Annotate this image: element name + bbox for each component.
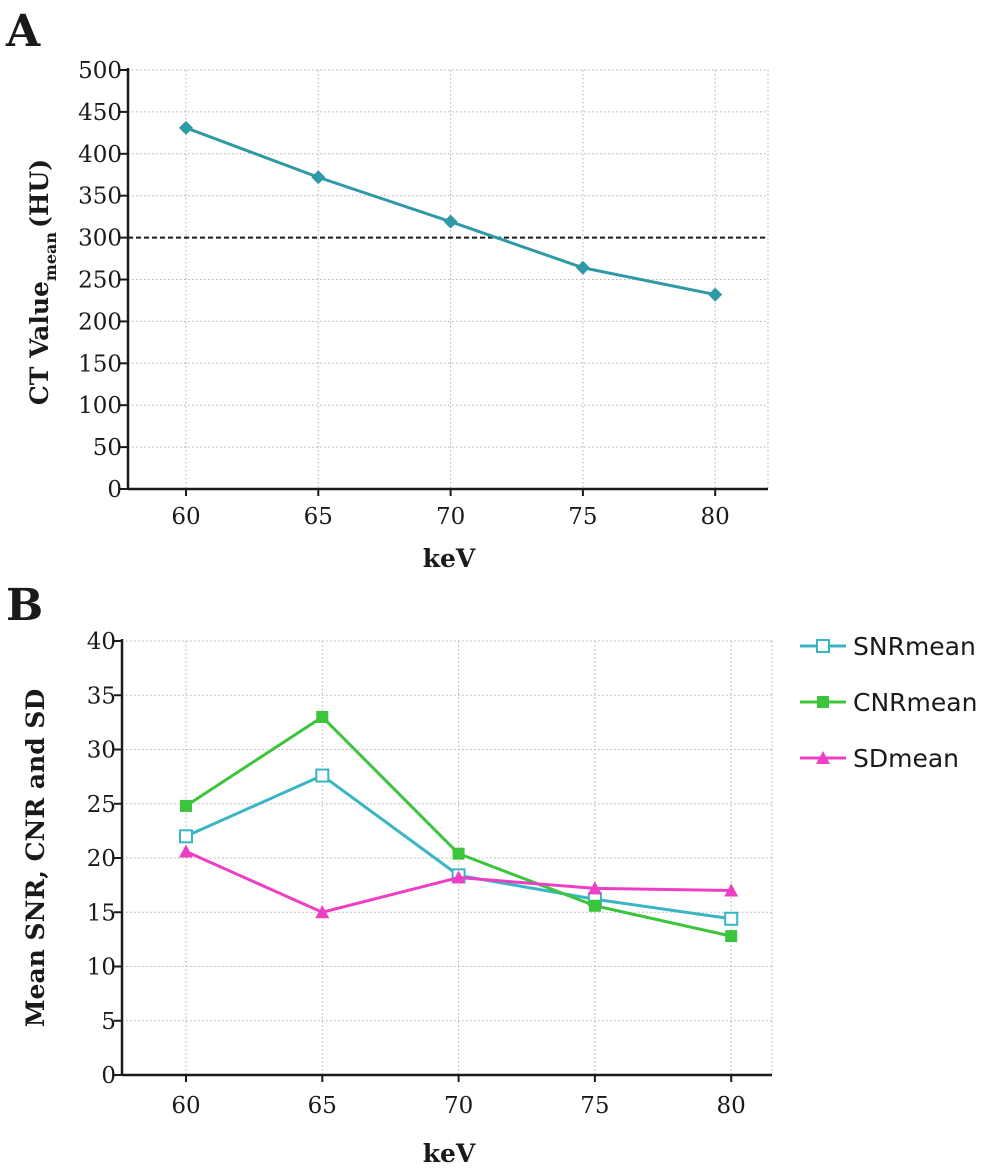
y-tick-label: 15 [87,900,116,926]
legend-item-snrmean: SNRmean [800,632,976,661]
panel-a-axes [120,68,768,496]
series-series-0 [179,120,723,302]
panel-b-axes [114,639,772,1082]
panel-a-grid [128,69,769,489]
sdmean-marker-legend [816,751,830,764]
panel-b-legend: SNRmean CNRmean SDmean [800,632,977,773]
cnrmean-marker-3 [588,899,601,912]
y-tick-label: 100 [78,393,122,419]
y-tick-label: 5 [101,1009,116,1035]
sdmean-marker-0 [179,844,193,858]
x-tick-label: 75 [568,504,597,530]
x-tick-label: 60 [171,504,200,530]
y-tick-label: 35 [87,683,116,709]
y-tick-label: 300 [78,226,122,252]
y-tick-label: 450 [78,100,122,126]
panel-a-x-axis-title: keV [423,544,476,573]
panel-b-y-axis-title: Mean SNR, CNR and SD [21,689,50,1027]
panel-b-series [179,710,739,943]
panel-a-y-axis-title-main: CT Value [25,281,54,405]
panel-b-chart: B 0 5 10 15 20 25 30 35 40 60 65 70 75 80 SNRmean CNR… [6,580,977,1168]
panel-a-chart: A 0 50 100 150 200 250 300 350 400 450 500 60 65 70 7… [5,6,769,573]
x-tick-label: 65 [308,1093,337,1119]
y-tick-label: 30 [87,738,116,764]
x-tick-label: 70 [436,504,465,530]
cnrmean-marker-1 [316,710,329,723]
legend-label: SNRmean [853,632,976,661]
panel-a-y-axis-title-unit: (HU) [25,159,54,228]
series-0-marker-4 [708,287,723,302]
sdmean-marker-1 [315,905,330,919]
y-tick-label: 400 [78,142,122,168]
sdmean-marker-2 [451,870,466,884]
x-tick-label: 70 [444,1093,473,1119]
y-tick-label: 20 [87,846,116,872]
y-tick-label: 350 [78,184,122,210]
y-tick-label: 50 [93,435,122,461]
y-tick-label: 200 [78,309,122,335]
y-tick-label: 0 [107,477,122,503]
legend-label: CNRmean [853,688,977,717]
snrmean-marker-4 [724,911,739,926]
panel-b-x-axis-title: keV [423,1139,476,1168]
series-0-marker-3 [575,260,590,275]
cnrmean-marker-0 [180,799,192,812]
panel-a-y-axis-title: CT Valuemean (HU) [25,159,60,405]
series-0-marker-2 [443,214,458,229]
y-tick-label: 250 [78,268,122,294]
panel-a-y-tick-labels: 0 50 100 150 200 250 300 350 400 450 500 [78,58,122,503]
panel-b-y-tick-labels: 0 5 10 15 20 25 30 35 40 [87,629,116,1089]
cnrmean-marker-legend [817,696,829,708]
x-tick-label: 80 [701,504,730,530]
cnrmean-marker-4 [725,930,738,943]
x-tick-label: 75 [580,1093,609,1119]
snrmean-marker-legend [816,639,830,653]
x-tick-label: 65 [304,504,333,530]
series-0-marker-0 [179,120,193,135]
panel-a-letter: A [5,6,41,57]
y-tick-label: 10 [87,955,116,981]
series-0-marker-1 [311,170,326,185]
panel-a-series [179,120,723,302]
x-tick-label: 80 [717,1093,746,1119]
legend-label: SDmean [853,744,959,773]
snrmean-marker-1 [315,768,330,783]
panel-a-x-tick-labels: 60 65 70 75 80 [171,504,729,530]
panel-b-letter: B [6,580,43,631]
sdmean-marker-4 [724,883,739,897]
series-cnrmean [180,710,738,943]
sdmean-marker-3 [587,881,602,895]
panel-a-y-axis-title-subscript: mean [41,232,60,281]
cnrmean-marker-2 [452,847,465,860]
legend-item-cnrmean: CNRmean [800,688,977,717]
y-tick-label: 0 [101,1063,116,1089]
panel-b-x-tick-labels: 60 65 70 75 80 [171,1093,745,1119]
y-tick-label: 40 [87,629,116,655]
y-tick-label: 500 [78,58,122,84]
x-tick-label: 60 [171,1093,200,1119]
panel-b-grid [122,640,773,1075]
snrmean-marker-0 [179,829,193,844]
y-tick-label: 150 [78,351,122,377]
y-tick-label: 25 [87,792,116,818]
legend-item-sdmean: SDmean [800,744,959,773]
series-sdmean [179,844,739,919]
